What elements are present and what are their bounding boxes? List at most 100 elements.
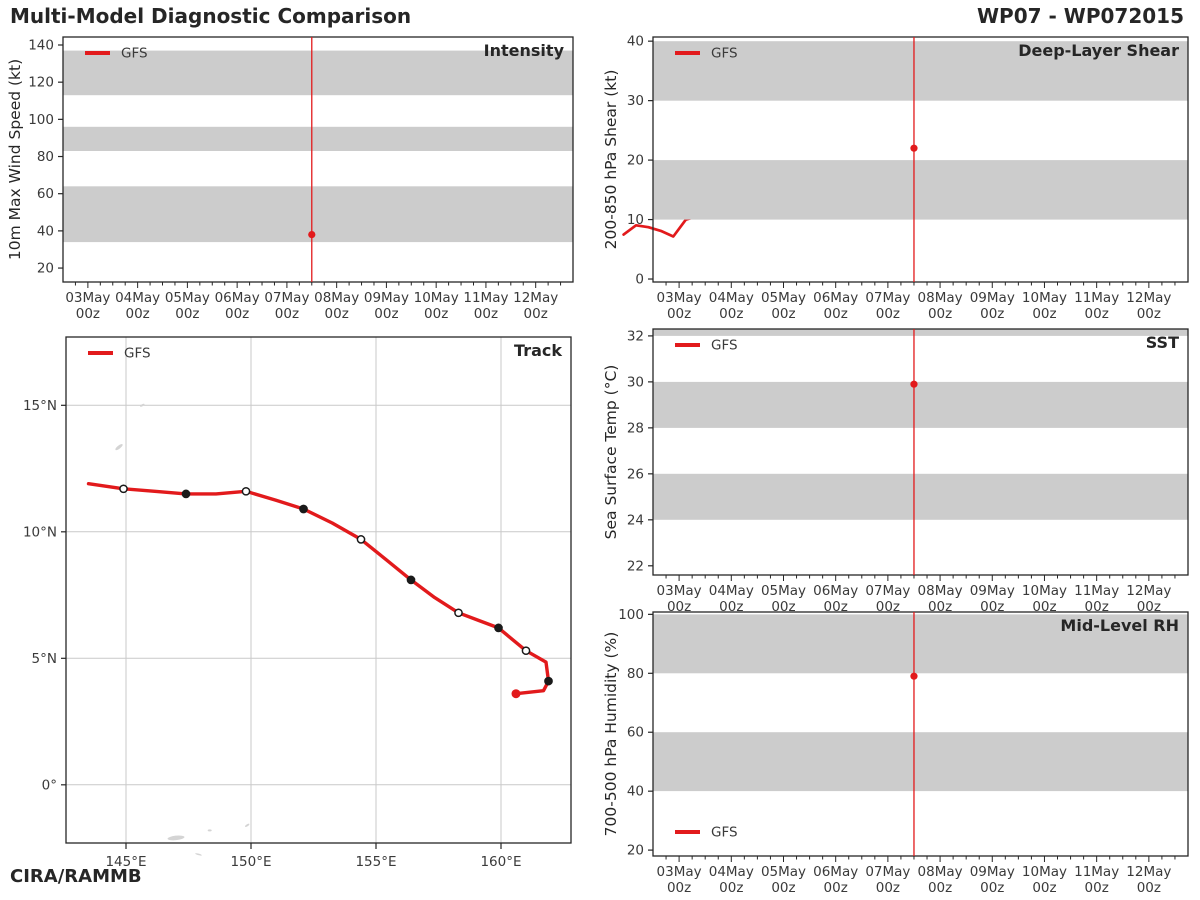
category-band xyxy=(653,732,1188,792)
y-tick-label: 32 xyxy=(627,328,644,344)
x-tick-sublabel: 00z xyxy=(1085,880,1109,896)
x-tick-sublabel: 00z xyxy=(225,306,249,322)
x-tick-label: 07May xyxy=(865,290,910,306)
y-tick-label: 40 xyxy=(627,34,644,50)
y-tick-label: 140 xyxy=(28,37,54,53)
x-tick-sublabel: 00z xyxy=(928,599,952,615)
x-tick-sublabel: 00z xyxy=(1032,880,1056,896)
track-gfs-line xyxy=(86,481,551,696)
track-marker-open xyxy=(119,484,128,494)
panel-title: Deep-Layer Shear xyxy=(1018,41,1179,60)
x-tick-label: 03May xyxy=(65,290,110,306)
plot-frame xyxy=(62,36,574,283)
lon-tick-label: 150°E xyxy=(230,854,271,870)
category-band xyxy=(653,614,1188,674)
x-tick-sublabel: 00z xyxy=(771,880,795,896)
land-shape-manus-island xyxy=(167,835,185,841)
x-tick-label: 08May xyxy=(918,290,963,306)
track-marker-open xyxy=(241,486,251,496)
y-axis-label: 200-850 hPa Shear (kt) xyxy=(602,70,620,250)
y-tick-label: 60 xyxy=(37,186,54,202)
x-tick-sublabel: 00z xyxy=(928,880,952,896)
x-tick-sublabel: 00z xyxy=(824,880,848,896)
x-tick-label: 05May xyxy=(761,583,806,599)
forecast-start-dot xyxy=(910,380,918,388)
y-tick-label: 20 xyxy=(627,153,644,169)
y-tick-label: 24 xyxy=(627,512,644,528)
x-tick-sublabel: 00z xyxy=(126,306,150,322)
x-tick-label: 07May xyxy=(865,583,910,599)
x-tick-label: 06May xyxy=(813,583,858,599)
legend-label: GFS xyxy=(711,46,738,62)
x-tick-sublabel: 00z xyxy=(876,306,900,322)
lat-tick-label: 5°N xyxy=(32,651,57,667)
x-tick-sublabel: 00z xyxy=(928,306,952,322)
x-tick-sublabel: 00z xyxy=(1032,306,1056,322)
y-tick-label: 0 xyxy=(635,272,644,288)
x-tick-sublabel: 00z xyxy=(275,306,299,322)
intensity-chart: 03May00z04May00z05May00z06May00z07May00z… xyxy=(6,36,887,322)
y-tick-label: 40 xyxy=(627,784,644,800)
category-band xyxy=(653,381,1188,428)
track-marker-filled xyxy=(494,623,503,633)
x-tick-label: 11May xyxy=(463,290,508,306)
x-tick-sublabel: 00z xyxy=(980,880,1004,896)
x-tick-label: 05May xyxy=(761,290,806,306)
x-tick-label: 07May xyxy=(264,290,309,306)
x-tick-sublabel: 00z xyxy=(424,306,448,322)
category-band xyxy=(63,50,573,96)
category-band xyxy=(653,473,1188,520)
storm-id: WP07 - WP072015 xyxy=(977,4,1184,28)
x-tick-sublabel: 00z xyxy=(980,599,1004,615)
y-tick-label: 80 xyxy=(627,666,644,682)
panel-title: SST xyxy=(1146,333,1179,352)
x-tick-label: 08May xyxy=(918,583,963,599)
y-tick-label: 100 xyxy=(28,112,54,128)
x-tick-label: 10May xyxy=(1022,290,1067,306)
legend-label: GFS xyxy=(711,825,738,841)
x-tick-sublabel: 00z xyxy=(1085,306,1109,322)
x-tick-sublabel: 00z xyxy=(667,880,691,896)
x-tick-sublabel: 00z xyxy=(667,599,691,615)
x-tick-sublabel: 00z xyxy=(474,306,498,322)
track-marker-open xyxy=(356,535,366,544)
x-tick-label: 05May xyxy=(761,864,806,880)
forecast-start-dot xyxy=(910,144,918,152)
x-tick-label: 12May xyxy=(1126,864,1171,880)
x-tick-label: 10May xyxy=(1022,583,1067,599)
x-tick-label: 08May xyxy=(314,290,359,306)
x-tick-label: 11May xyxy=(1074,583,1119,599)
x-tick-label: 03May xyxy=(657,290,702,306)
x-tick-label: 07May xyxy=(865,864,910,880)
x-tick-sublabel: 00z xyxy=(771,599,795,615)
x-tick-label: 09May xyxy=(970,864,1015,880)
x-tick-sublabel: 00z xyxy=(824,599,848,615)
y-axis-label: 10m Max Wind Speed (kt) xyxy=(6,59,24,260)
track-marker-filled xyxy=(544,676,553,686)
land-shape-saipan xyxy=(140,403,145,407)
x-tick-sublabel: 00z xyxy=(876,880,900,896)
x-tick-label: 04May xyxy=(709,864,754,880)
x-tick-sublabel: 00z xyxy=(980,306,1004,322)
x-tick-label: 03May xyxy=(657,583,702,599)
plot-frame xyxy=(652,36,1189,283)
x-tick-sublabel: 00z xyxy=(1085,599,1109,615)
sst-chart: 03May00z04May00z05May00z06May00z07May00z… xyxy=(602,328,1189,615)
x-tick-label: 11May xyxy=(1074,290,1119,306)
x-tick-label: 12May xyxy=(1126,583,1171,599)
x-tick-sublabel: 00z xyxy=(76,306,100,322)
x-tick-label: 04May xyxy=(115,290,160,306)
panel-title: Track xyxy=(514,341,562,360)
lat-tick-label: 0° xyxy=(42,777,57,793)
x-tick-sublabel: 00z xyxy=(1137,306,1161,322)
legend-label: GFS xyxy=(121,46,148,62)
plot-frame xyxy=(652,328,1189,576)
lon-tick-label: 155°E xyxy=(355,854,396,870)
plot-frame xyxy=(652,611,1189,857)
panel-title: Intensity xyxy=(484,41,565,60)
x-tick-sublabel: 00z xyxy=(524,306,548,322)
y-tick-label: 30 xyxy=(627,374,644,390)
track-map: 145°E 150°E 155°E 160°E 15°N 10°N 5°N 0° GFS Trac… xyxy=(23,336,572,870)
plot-frame xyxy=(65,336,572,844)
x-tick-label: 06May xyxy=(813,864,858,880)
